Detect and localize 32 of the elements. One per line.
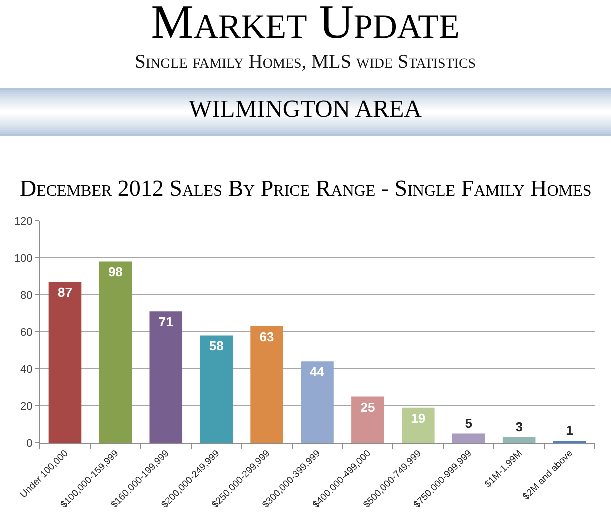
y-tick-label: 100 xyxy=(14,252,33,265)
bar xyxy=(150,312,183,443)
data-label: 87 xyxy=(58,285,72,300)
bar xyxy=(250,326,284,443)
chart-subtitle: Single family Homes, MLS wide Statistics xyxy=(135,52,476,73)
bar xyxy=(502,437,536,443)
data-label: 19 xyxy=(411,410,426,426)
data-label: 63 xyxy=(260,329,274,344)
data-label: 25 xyxy=(360,400,376,415)
text: WILMINGTON AREA xyxy=(189,96,422,123)
bar xyxy=(301,362,334,443)
data-label: 98 xyxy=(108,264,123,280)
data-label: 44 xyxy=(310,364,326,380)
bar xyxy=(352,396,384,443)
data-label: 5 xyxy=(465,416,472,431)
bar xyxy=(200,336,233,443)
y-tick-label: 20 xyxy=(20,400,33,413)
data-label: 58 xyxy=(209,338,224,354)
data-label: 71 xyxy=(158,314,174,330)
bar xyxy=(402,408,435,443)
chart-title: Market Update xyxy=(151,0,460,49)
data-label: 3 xyxy=(516,419,523,434)
y-tick-label: 80 xyxy=(20,290,33,302)
y-tick-label: 120 xyxy=(14,216,33,228)
y-tick-label: 0 xyxy=(26,438,33,450)
y-tick-label: 40 xyxy=(20,364,33,376)
bar xyxy=(452,434,486,443)
bar xyxy=(99,262,132,443)
data-label: 1 xyxy=(566,423,574,438)
y-tick-label: 60 xyxy=(20,326,33,339)
bar xyxy=(48,282,82,443)
text: December 2012 Sales By Price Range - Single Family Homes xyxy=(20,176,592,201)
